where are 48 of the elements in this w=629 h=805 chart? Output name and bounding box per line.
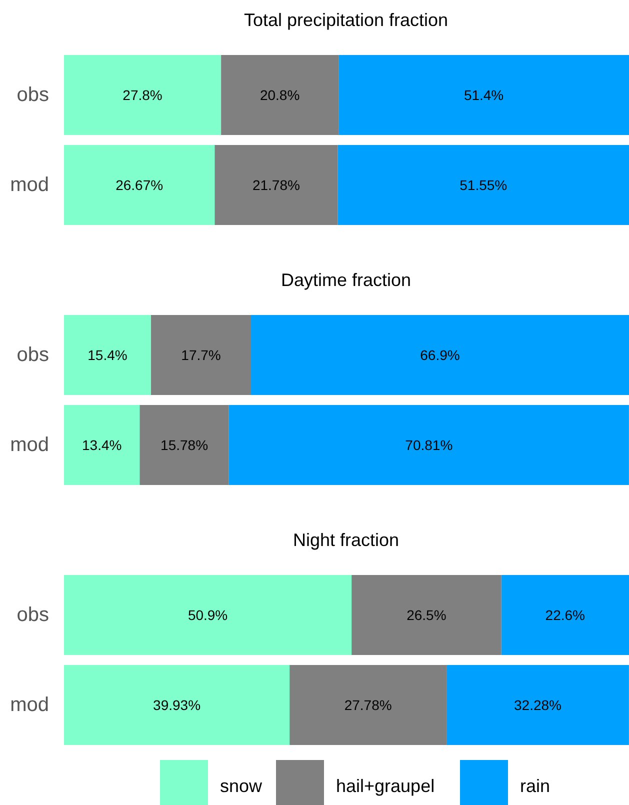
y-tick-label: obs — [16, 344, 49, 366]
bar — [64, 664, 290, 745]
bar — [228, 404, 629, 485]
data-label: 32.28% — [514, 696, 562, 713]
bar — [221, 55, 339, 136]
chart-title: Night fraction — [292, 530, 400, 550]
series-label: hail+graupel — [336, 776, 435, 796]
bar — [64, 315, 152, 396]
bar — [214, 144, 338, 225]
bar — [64, 575, 352, 656]
bar — [64, 144, 215, 225]
chart-title: Daytime fraction — [280, 270, 412, 290]
series-label: rain — [520, 776, 550, 796]
bar — [64, 55, 222, 136]
data-label: 51.55% — [460, 176, 508, 193]
y-tick-label: mod — [10, 174, 49, 196]
data-label: 20.8% — [260, 87, 300, 104]
data-label: 39.93% — [153, 696, 201, 713]
y-tick-label: obs — [16, 84, 49, 106]
bar — [501, 575, 629, 656]
data-label: 26.67% — [116, 176, 164, 193]
data-label: 70.81% — [405, 436, 453, 453]
data-label: 27.78% — [344, 696, 392, 713]
data-label: 22.6% — [545, 607, 586, 624]
data-label: 26.5% — [406, 607, 446, 624]
bar — [290, 664, 447, 745]
y-tick-label: mod — [10, 434, 49, 456]
data-label: 50.9% — [188, 607, 228, 624]
y-tick-label: obs — [16, 604, 49, 626]
data-label: 51.4% — [464, 87, 504, 104]
data-label: 27.8% — [122, 87, 162, 104]
data-label: 66.9% — [420, 347, 460, 364]
bar — [352, 575, 502, 656]
data-label: 13.4% — [82, 436, 122, 453]
bar — [140, 404, 229, 485]
data-label: 15.4% — [88, 347, 128, 364]
data-label: 21.78% — [252, 176, 300, 193]
chart-title: Total precipitation fraction — [244, 10, 448, 30]
bar — [446, 664, 629, 745]
bar — [251, 315, 629, 396]
bar — [64, 404, 140, 485]
bar — [338, 55, 629, 136]
bar — [338, 144, 629, 225]
y-tick-label: mod — [10, 694, 49, 716]
bar — [151, 315, 252, 396]
data-label: 15.78% — [160, 436, 208, 453]
data-label: 17.7% — [181, 347, 221, 364]
series-label: snow — [220, 776, 264, 796]
